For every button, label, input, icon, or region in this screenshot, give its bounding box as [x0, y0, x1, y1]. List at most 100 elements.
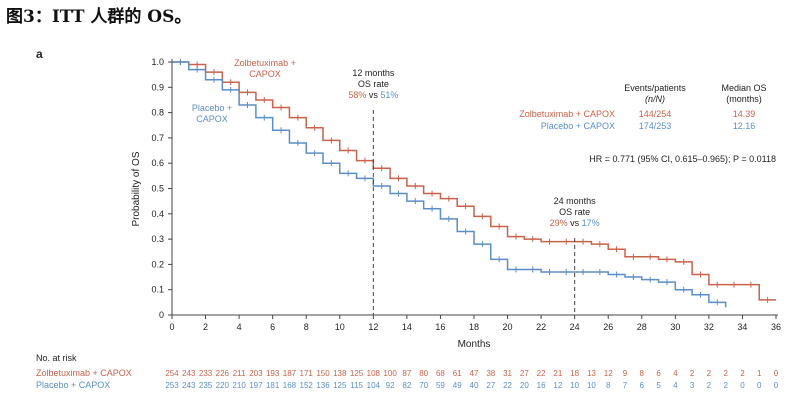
x-tick-label: 22 — [536, 322, 546, 332]
risk-count: 108 — [367, 369, 381, 378]
risk-count: 16 — [537, 381, 546, 390]
annotation-title: OS rate — [358, 79, 389, 89]
annotation-rate-placebo: 51% — [380, 90, 398, 100]
y-tick-label: 1.0 — [151, 57, 164, 67]
risk-count: 10 — [570, 381, 579, 390]
risk-count: 8 — [606, 381, 611, 390]
risk-count: 203 — [249, 369, 263, 378]
risk-count: 70 — [419, 381, 428, 390]
risk-count: 226 — [216, 369, 230, 378]
risk-count: 0 — [774, 381, 779, 390]
summary-row-label: Zolbetuximab + CAPOX — [519, 109, 615, 119]
risk-count: 187 — [283, 369, 297, 378]
risk-count: 27 — [486, 381, 495, 390]
annotation-title: OS rate — [559, 207, 590, 217]
summary-row-events: 144/254 — [639, 109, 672, 119]
risk-count: 49 — [453, 381, 462, 390]
x-tick-label: 0 — [169, 322, 174, 332]
risk-count: 2 — [740, 369, 745, 378]
risk-count: 9 — [623, 369, 628, 378]
risk-count: 253 — [165, 381, 179, 390]
x-tick-label: 18 — [469, 322, 479, 332]
annotation-rate-placebo: 17% — [582, 218, 600, 228]
summary-row-median: 14.39 — [733, 109, 756, 119]
y-tick-label: 0.7 — [151, 133, 164, 143]
risk-count: 150 — [316, 369, 330, 378]
risk-count: 2 — [723, 369, 728, 378]
risk-count: 40 — [470, 381, 479, 390]
risk-count: 0 — [740, 381, 745, 390]
y-axis-label: Probability of OS — [131, 151, 142, 226]
risk-count: 152 — [300, 381, 314, 390]
risk-row-label: Zolbetuximab + CAPOX — [36, 368, 132, 378]
risk-count: 100 — [383, 369, 397, 378]
risk-count: 2 — [707, 381, 712, 390]
risk-count: 13 — [587, 369, 596, 378]
series-label-zolbetuximab: Zolbetuximab + — [234, 58, 296, 68]
figure-caption: 图3：ITT 人群的 OS。 — [6, 7, 192, 27]
y-tick-label: 0.9 — [151, 82, 164, 92]
risk-count: 0 — [774, 369, 779, 378]
risk-count: 3 — [690, 381, 695, 390]
risk-count: 7 — [623, 381, 628, 390]
summary-row-median: 12.16 — [733, 121, 756, 131]
risk-count: 5 — [656, 381, 661, 390]
risk-count: 243 — [182, 369, 196, 378]
x-tick-label: 16 — [435, 322, 445, 332]
y-tick-label: 0.1 — [151, 285, 164, 295]
risk-count: 82 — [402, 381, 411, 390]
risk-count: 4 — [673, 369, 678, 378]
x-tick-label: 20 — [503, 322, 513, 332]
risk-count: 235 — [199, 381, 213, 390]
risk-count: 8 — [640, 369, 645, 378]
y-tick-label: 0.8 — [151, 108, 164, 118]
series-label-zolbetuximab: CAPOX — [249, 69, 281, 79]
risk-count: 38 — [486, 369, 495, 378]
annotation-title: 12 months — [352, 68, 395, 78]
risk-count: 254 — [165, 369, 179, 378]
risk-count: 61 — [453, 369, 462, 378]
annotation-vs: vs — [570, 218, 580, 228]
x-tick-label: 24 — [570, 322, 580, 332]
risk-count: 21 — [553, 369, 562, 378]
y-tick-label: 0.4 — [151, 209, 164, 219]
risk-count: 2 — [690, 369, 695, 378]
risk-count: 193 — [266, 369, 280, 378]
summary-row-label: Placebo + CAPOX — [541, 121, 615, 131]
summary-header-events: Events/patients — [624, 83, 686, 93]
risk-count: 68 — [436, 369, 445, 378]
annotation-rate-zolbetuximab: 58% — [348, 90, 366, 100]
y-tick-label: 0.2 — [151, 259, 164, 269]
summary-row-events: 174/253 — [639, 121, 672, 131]
x-axis-label: Months — [458, 339, 491, 350]
risk-count: 125 — [350, 369, 364, 378]
summary-subheader-median: (months) — [726, 94, 762, 104]
annotation-rate-zolbetuximab: 29% — [550, 218, 568, 228]
km-curve-series-1 — [172, 61, 727, 308]
risk-count: 171 — [300, 369, 314, 378]
risk-row-label: Placebo + CAPOX — [36, 380, 110, 390]
risk-count: 59 — [436, 381, 445, 390]
risk-count: 12 — [604, 369, 613, 378]
risk-count: 47 — [470, 369, 479, 378]
risk-count: 4 — [673, 381, 678, 390]
risk-count: 22 — [503, 381, 512, 390]
x-tick-label: 6 — [270, 322, 275, 332]
risk-table-title: No. at risk — [36, 353, 77, 363]
risk-count: 27 — [520, 369, 529, 378]
x-tick-label: 36 — [771, 322, 781, 332]
summary-subheader-events: (n/N) — [645, 94, 665, 104]
risk-count: 2 — [723, 381, 728, 390]
x-tick-label: 30 — [670, 322, 680, 332]
risk-count: 87 — [402, 369, 411, 378]
summary-header-median: Median OS — [721, 83, 766, 93]
x-tick-label: 28 — [637, 322, 647, 332]
risk-count: 12 — [553, 381, 562, 390]
risk-count: 18 — [570, 369, 579, 378]
risk-count: 243 — [182, 381, 196, 390]
x-tick-label: 2 — [203, 322, 208, 332]
